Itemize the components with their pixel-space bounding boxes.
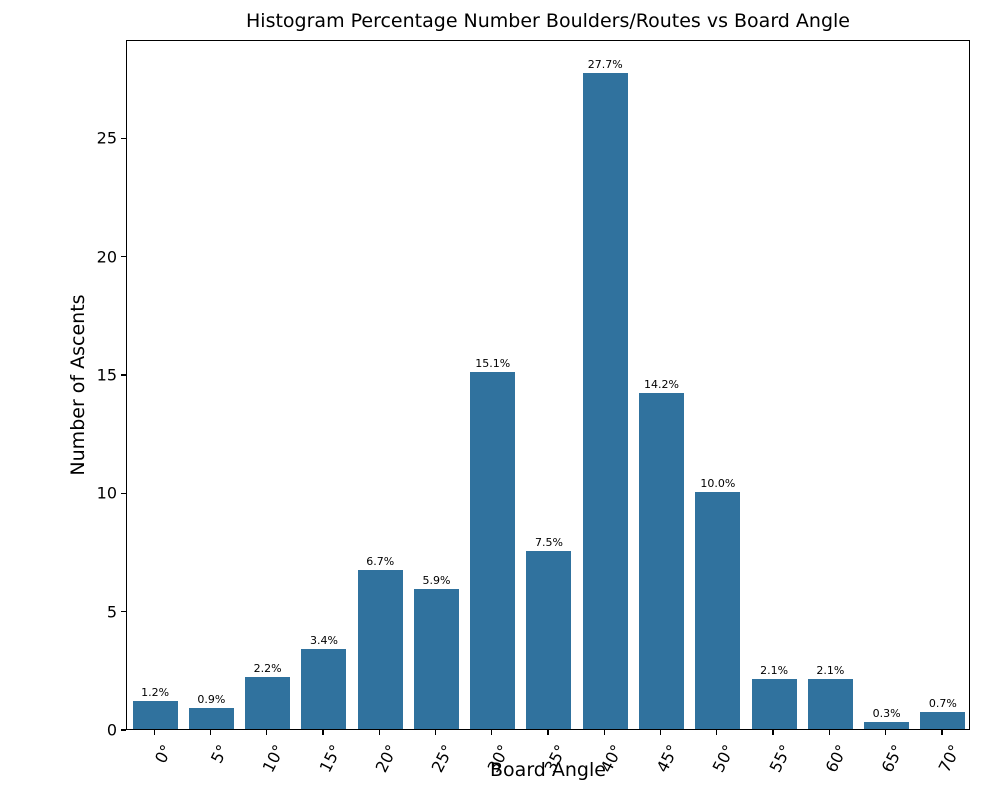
y-tick-label: 15 — [96, 365, 117, 385]
bar-value-label: 2.2% — [253, 661, 282, 675]
x-tick — [378, 730, 380, 735]
y-tick — [121, 255, 126, 258]
bar-value-label: 3.4% — [309, 633, 338, 647]
x-tick — [716, 730, 718, 735]
plot-area: 1.2% 0.9% 2.2% 3.4% 6.7% 5.9% 15.1% 7.5% 27.7% 14… — [126, 40, 970, 730]
bar — [188, 707, 234, 729]
x-tick — [209, 730, 212, 735]
x-tick — [322, 730, 324, 735]
bar — [695, 492, 741, 729]
y-tick-label: 10 — [96, 483, 117, 503]
y-tick — [121, 729, 126, 731]
x-tick — [153, 730, 155, 735]
bar — [245, 676, 291, 729]
bar-value-label: 0.7% — [928, 697, 957, 711]
bar — [526, 551, 572, 729]
bar — [920, 712, 966, 729]
bar-value-label: 15.1% — [475, 356, 511, 370]
bar-value-label: 2.1% — [760, 664, 789, 678]
x-tick — [434, 730, 437, 735]
x-tick — [772, 730, 774, 735]
x-tick — [266, 730, 268, 735]
bar-value-label: 1.2% — [141, 685, 170, 699]
x-tick — [603, 730, 605, 735]
y-tick-label: 20 — [96, 247, 117, 267]
bar — [357, 570, 403, 729]
y-tick-label: 0 — [106, 720, 117, 740]
y-tick — [121, 137, 126, 139]
bar-value-label: 0.3% — [872, 706, 901, 720]
bar — [864, 721, 910, 729]
bar — [301, 648, 347, 729]
bar — [807, 679, 853, 729]
bar-value-label: 14.2% — [644, 377, 680, 391]
bar — [639, 392, 685, 729]
x-tick — [547, 730, 549, 735]
bar-value-label: 7.5% — [535, 536, 563, 550]
x-axis-label: Board Angle — [490, 759, 606, 781]
bar — [751, 679, 797, 729]
bar — [132, 700, 178, 729]
bar-value-label: 5.9% — [422, 574, 451, 588]
y-axis-label: Number of Ascents — [67, 294, 89, 476]
chart-title: Histogram Percentage Number Boulders/Rou… — [246, 10, 850, 32]
y-tick — [121, 492, 126, 494]
bar-value-label: 27.7% — [587, 58, 623, 72]
y-tick — [121, 611, 126, 613]
bar-value-label: 10.0% — [700, 477, 736, 491]
bar-value-label: 6.7% — [366, 555, 395, 569]
bar-value-label: 2.1% — [816, 664, 845, 678]
x-tick — [941, 730, 943, 735]
bar — [413, 589, 459, 729]
y-tick-label: 5 — [106, 602, 117, 622]
bar — [470, 371, 516, 729]
bar — [582, 73, 628, 729]
y-tick — [121, 374, 126, 376]
x-tick — [491, 730, 493, 735]
x-tick — [828, 730, 831, 735]
y-tick-label: 25 — [96, 128, 117, 148]
x-tick — [885, 730, 887, 735]
bar-value-label: 0.9% — [197, 692, 226, 706]
x-tick — [659, 730, 662, 735]
